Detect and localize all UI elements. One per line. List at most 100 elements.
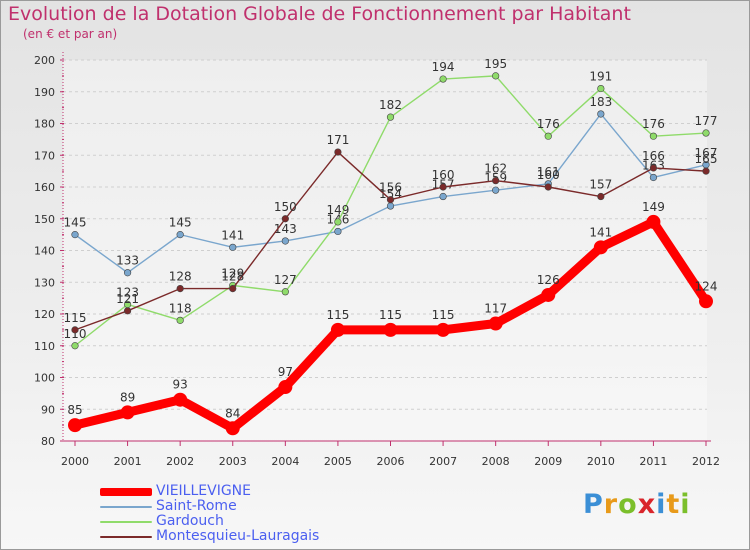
data-label: 126 [537, 273, 560, 287]
legend-swatch-montesquieu-lauragais [100, 536, 152, 538]
data-point [439, 183, 447, 191]
x-tick-label: 2003 [219, 455, 247, 468]
data-label: 84 [225, 406, 240, 420]
x-tick-label: 2011 [639, 455, 667, 468]
legend-swatch-vieillevigne [100, 488, 152, 496]
data-label: 127 [274, 273, 297, 287]
data-label: 145 [64, 216, 87, 230]
data-label: 97 [278, 365, 293, 379]
data-label: 194 [432, 60, 455, 74]
logo-letter: i [656, 489, 667, 520]
data-point [123, 307, 132, 315]
data-point [330, 322, 345, 337]
data-point [173, 392, 188, 407]
data-point [593, 240, 608, 255]
y-tick-label: 140 [34, 245, 55, 258]
y-tick-label: 100 [34, 372, 55, 385]
data-point [702, 167, 710, 175]
data-point [386, 196, 395, 204]
x-tick-label: 2007 [429, 455, 457, 468]
data-label: 150 [274, 200, 297, 214]
data-label: 117 [484, 302, 507, 316]
x-tick-label: 2010 [587, 455, 615, 468]
logo-letter: i [680, 489, 691, 520]
data-point [176, 316, 184, 324]
data-point [541, 287, 556, 302]
data-label: 162 [484, 162, 507, 176]
proxiti-logo: Proxiti [583, 489, 691, 520]
data-label: 171 [326, 133, 349, 147]
x-tick-label: 2009 [534, 455, 562, 468]
y-tick-label: 160 [34, 181, 55, 194]
data-label: 182 [379, 98, 402, 112]
data-point [229, 243, 237, 251]
data-point [649, 173, 658, 182]
chart-subtitle: (en € et par an) [23, 27, 118, 41]
data-label: 93 [173, 378, 188, 392]
data-label: 115 [64, 311, 87, 325]
data-point [281, 237, 289, 245]
data-point [281, 288, 289, 296]
series-vieillevigne: 85 89 93 84 97 115 115 115 117 126 141 149 124 [67, 200, 718, 436]
y-tick-label: 110 [34, 340, 55, 353]
data-point [278, 380, 293, 395]
data-point [176, 285, 184, 293]
data-point [386, 202, 395, 210]
x-tick-label: 2001 [114, 455, 142, 468]
data-label: 123 [116, 285, 139, 299]
legend-label-montesquieu-lauragais: Montesquieu-Lauragais [156, 528, 320, 544]
data-point [334, 218, 342, 226]
data-label: 141 [589, 225, 612, 239]
data-point [334, 227, 342, 236]
data-label: 176 [642, 117, 665, 131]
data-point [123, 269, 132, 277]
data-point [229, 285, 237, 293]
data-point [488, 316, 503, 331]
legend-swatch-gardouch [100, 521, 152, 523]
data-point [436, 322, 451, 337]
logo-letter: x [637, 489, 657, 520]
data-label: 121 [116, 292, 139, 306]
legend-label-gardouch: Gardouch [156, 513, 224, 529]
data-point [492, 177, 500, 185]
data-point [176, 231, 184, 239]
data-point [649, 132, 658, 140]
data-point [544, 132, 552, 140]
data-label: 176 [537, 117, 560, 131]
logo-letter: o [618, 489, 638, 520]
data-point [439, 192, 447, 201]
x-tick-label: 2000 [61, 455, 89, 468]
y-tick-label: 90 [41, 403, 55, 416]
data-label: 89 [120, 390, 135, 404]
data-label: 183 [589, 95, 612, 109]
data-point [699, 294, 713, 309]
data-point [492, 72, 500, 80]
data-label: 115 [379, 308, 402, 322]
data-label: 124 [695, 279, 718, 293]
data-label: 195 [484, 57, 507, 71]
x-tick-label: 2008 [482, 455, 510, 468]
data-point [702, 129, 710, 137]
data-label: 118 [169, 301, 192, 315]
data-point [597, 192, 605, 201]
data-point [120, 405, 135, 420]
data-label: 128 [221, 270, 244, 284]
y-tick-label: 150 [34, 213, 55, 226]
chart-title: Evolution de la Dotation Globale de Fonc… [8, 3, 631, 25]
y-tick-label: 190 [34, 86, 55, 99]
data-label: 129 [221, 266, 244, 280]
data-label: 156 [379, 181, 402, 195]
legend-label-vieillevigne: VIEILLEVIGNE [156, 483, 251, 499]
data-point [646, 214, 661, 229]
x-tick-label: 2004 [271, 455, 299, 468]
data-point [225, 421, 240, 436]
series-montesquieu-lauragais: 115 121 128 128 150 171 156 160 162 160 157 166 165 [64, 133, 717, 334]
data-label: 157 [589, 178, 612, 192]
data-point [281, 215, 289, 223]
data-point [334, 148, 342, 156]
data-label: 141 [221, 228, 244, 242]
logo-letter: P [583, 489, 604, 520]
x-tick-label: 2006 [377, 455, 405, 468]
data-label: 149 [642, 200, 665, 214]
logo-letter: t [666, 489, 681, 520]
